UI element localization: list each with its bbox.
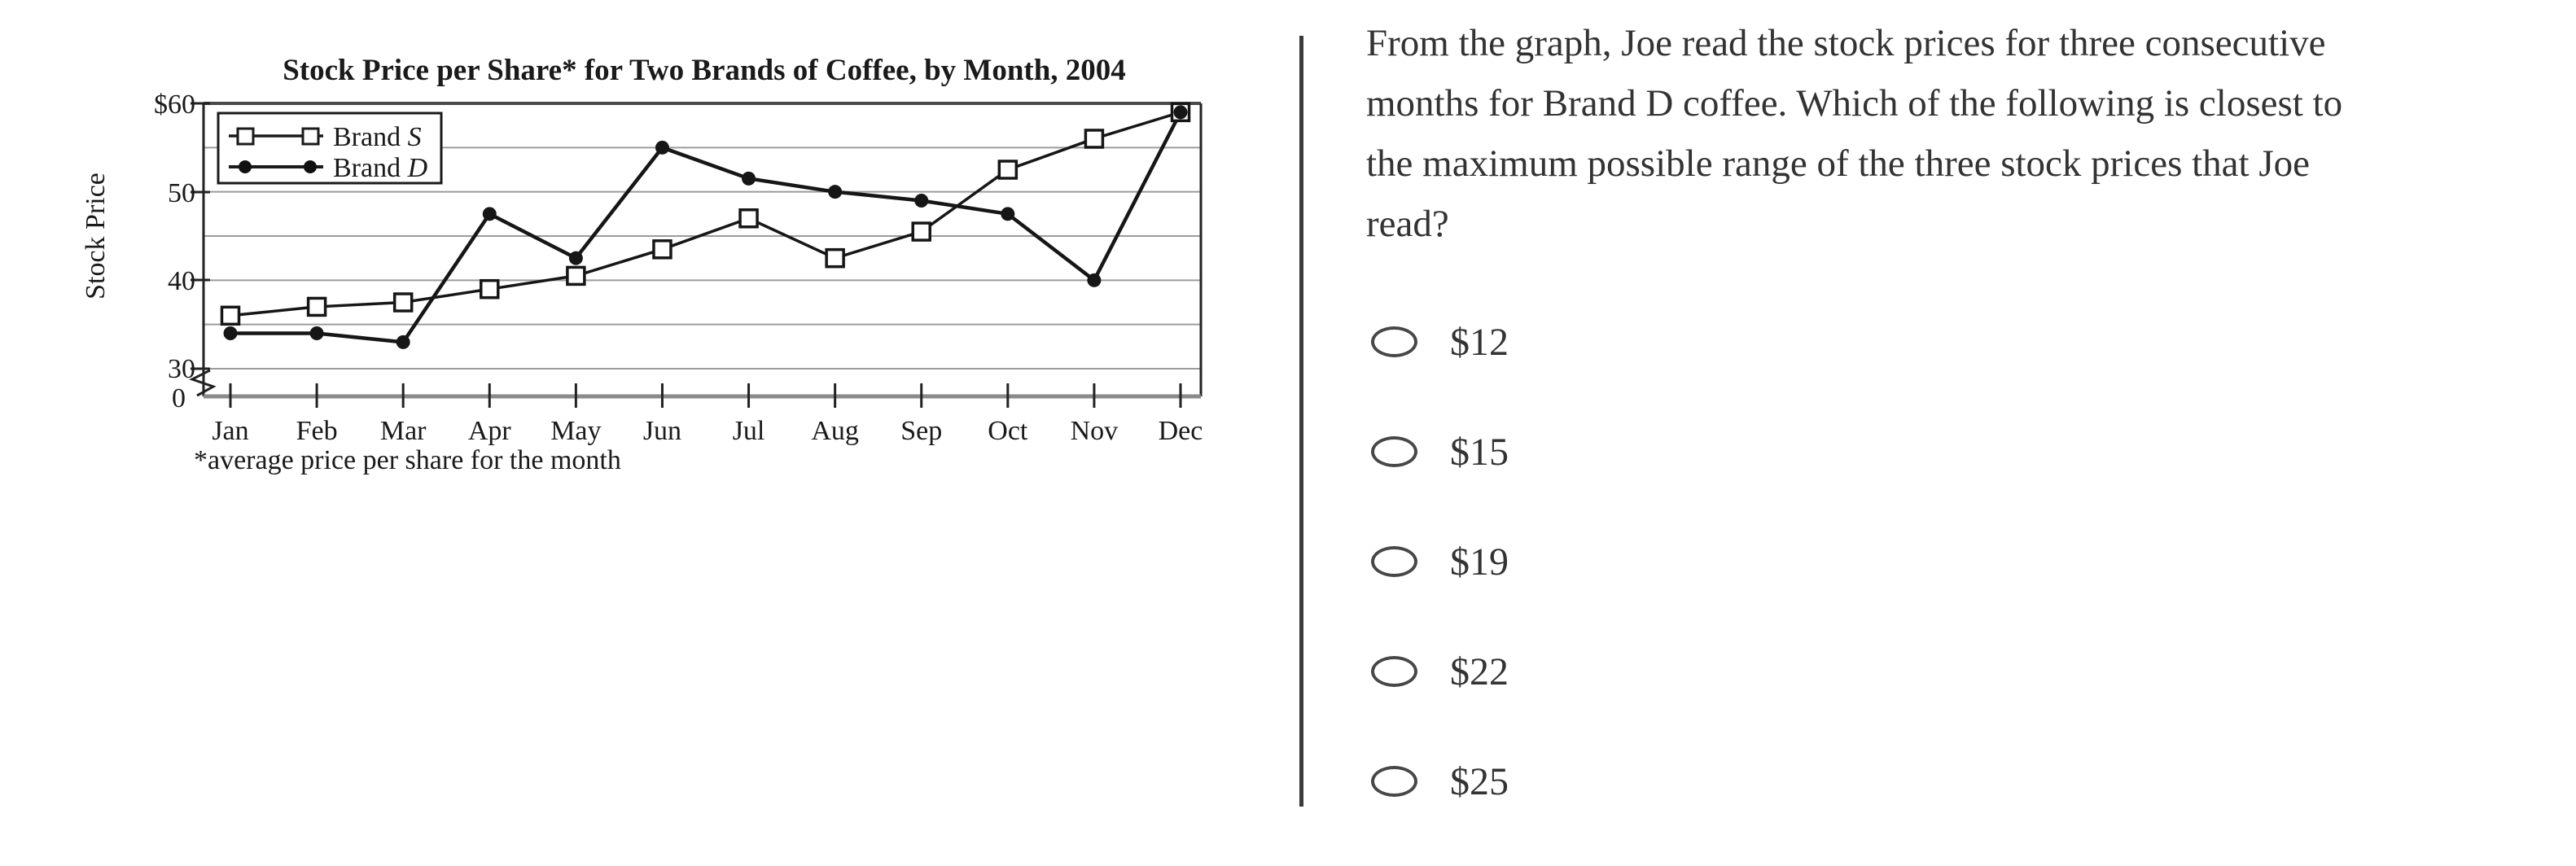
data-point-filled-circle: [568, 251, 583, 265]
x-tick-label: Jul: [733, 416, 765, 446]
option-radio[interactable]: [1371, 766, 1417, 797]
option-radio[interactable]: [1371, 546, 1417, 577]
data-point-open-square: [480, 278, 500, 300]
data-point-open-square: [220, 305, 241, 326]
x-tick-label: Jan: [212, 416, 248, 446]
data-point-open-square: [306, 296, 327, 317]
y-tick-label: 50: [168, 178, 195, 208]
x-tick-label: Mar: [380, 416, 427, 446]
chart-legend: Brand S Brand D: [217, 112, 443, 185]
y-axis-break-icon: [189, 369, 217, 397]
option-label: $19: [1450, 540, 1509, 584]
question-line: months for Brand D coffee. Which of the …: [1366, 82, 2343, 125]
data-point-open-square: [566, 265, 586, 286]
x-tick-label: Oct: [988, 416, 1028, 446]
question-line: the maximum possible range of the three …: [1366, 142, 2311, 185]
data-point-filled-circle: [1001, 207, 1015, 221]
legend-brand-s-label: Brand S: [333, 122, 422, 152]
data-point-filled-circle: [482, 207, 497, 221]
series-line-brand-d: [230, 111, 1183, 344]
chart-footnote: *average price per share for the month: [194, 445, 621, 475]
data-point-filled-circle: [309, 326, 324, 341]
legend-box: [217, 112, 443, 185]
panel-divider: [1299, 36, 1303, 807]
data-point-filled-circle: [396, 335, 410, 349]
stock-price-line-chart: Stock Price per Share* for Two Brands of…: [81, 54, 1203, 475]
option-row[interactable]: $12: [1371, 319, 1509, 365]
y-tick-label: $60: [154, 90, 195, 120]
x-tick-label: Jun: [643, 416, 681, 446]
data-point-open-square: [911, 221, 931, 242]
question-line: From the graph, Joe read the stock price…: [1366, 22, 2326, 64]
y-axis-title: Stock Price: [81, 173, 111, 300]
chart-title: Stock Price per Share* for Two Brands of…: [283, 54, 1126, 87]
x-tick-label: Apr: [468, 416, 512, 446]
option-label: $22: [1450, 650, 1509, 693]
data-point-filled-circle: [1173, 105, 1188, 120]
option-row[interactable]: $15: [1371, 429, 1509, 475]
x-axis-labels: Jan Feb Mar Apr May Jun Jul Aug Sep Oct Nov Dec: [212, 383, 1203, 446]
open-square-marker-icon: [236, 127, 255, 146]
option-row[interactable]: $22: [1371, 649, 1509, 694]
chart-series: [220, 102, 1191, 349]
option-row[interactable]: $25: [1371, 759, 1509, 804]
option-radio[interactable]: [1371, 656, 1417, 687]
x-tick-label: Dec: [1159, 416, 1203, 446]
data-point-filled-circle: [1087, 273, 1102, 287]
x-tick-label: May: [550, 416, 601, 446]
x-tick-label: Aug: [811, 416, 859, 446]
x-tick-label: Feb: [296, 416, 338, 446]
series-line-brand-s: [230, 111, 1181, 317]
data-point-filled-circle: [655, 140, 669, 155]
data-point-filled-circle: [742, 171, 756, 186]
filled-circle-marker-icon: [239, 160, 252, 173]
legend-brand-d-label: Brand D: [333, 153, 428, 183]
data-point-open-square: [997, 160, 1019, 180]
x-tick-label: Nov: [1071, 416, 1119, 446]
y-tick-label: 0: [172, 383, 186, 413]
data-point-open-square: [392, 292, 414, 313]
option-label: $15: [1450, 430, 1509, 474]
option-radio[interactable]: [1371, 436, 1417, 467]
data-point-open-square: [825, 247, 845, 269]
data-point-filled-circle: [828, 185, 843, 199]
y-tick-label: 30: [168, 354, 195, 384]
data-point-open-square: [738, 208, 759, 229]
data-point-filled-circle: [914, 194, 929, 208]
option-label: $25: [1450, 759, 1509, 803]
y-tick-marks: [191, 102, 210, 370]
data-point-open-square: [652, 239, 672, 260]
question-line: read?: [1366, 203, 1449, 245]
option-label: $12: [1450, 320, 1509, 364]
data-point-open-square: [1084, 129, 1105, 149]
x-tick-label: Sep: [900, 416, 942, 446]
filled-circle-marker-icon: [304, 160, 317, 173]
option-radio[interactable]: [1371, 326, 1417, 357]
data-point-filled-circle: [223, 326, 238, 341]
option-row[interactable]: $19: [1371, 539, 1509, 584]
open-square-marker-icon: [301, 127, 320, 146]
question-text: From the graph, Joe read the stock price…: [1366, 13, 2555, 254]
y-tick-label: 40: [168, 266, 195, 296]
